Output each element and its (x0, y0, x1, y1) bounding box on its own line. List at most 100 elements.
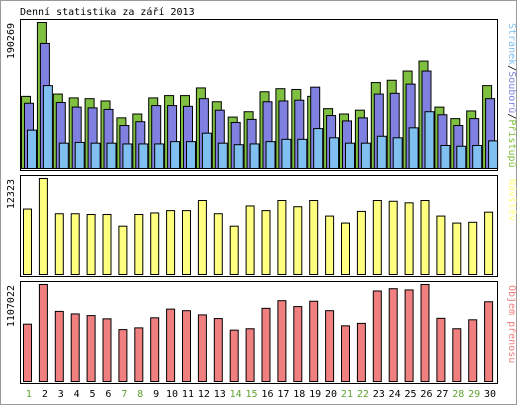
legend-separator: / (506, 65, 517, 71)
legend-entry: Souborů (506, 71, 517, 113)
bar-top-2-day-1 (27, 129, 37, 170)
bar-top-2-day-21 (345, 142, 355, 170)
x-tick-label-day-8: 8 (137, 389, 143, 400)
bar-top-2-day-18 (297, 138, 308, 169)
bar-bottom-0-day-28 (452, 328, 462, 383)
bar-top-2-day-15 (249, 143, 260, 170)
bar-top-2-day-29 (472, 144, 483, 170)
bar-top-2-day-8 (138, 143, 149, 170)
bar-top-2-day-16 (265, 141, 276, 169)
x-tick-label-day-14: 14 (230, 389, 242, 400)
x-tick-label-day-17: 17 (277, 389, 289, 400)
legend-entry: Stránek (506, 23, 517, 65)
bar-middle-0-day-6 (102, 214, 112, 275)
bar-middle-0-day-8 (134, 214, 144, 275)
bar-bottom-0-day-21 (341, 325, 350, 383)
bar-middle-0-day-3 (54, 213, 64, 276)
legend-entry: Návštěv (506, 179, 517, 221)
bar-middle-0-day-12 (197, 199, 207, 275)
x-tick-label-day-27: 27 (436, 389, 448, 400)
x-tick-label-day-24: 24 (389, 389, 401, 400)
bar-bottom-0-day-26 (420, 284, 430, 382)
bar-middle-0-day-28 (452, 222, 462, 276)
bar-bottom-0-day-6 (102, 318, 112, 383)
bar-middle-0-day-16 (261, 210, 271, 275)
bar-middle-0-day-30 (484, 211, 494, 276)
bar-bottom-0-day-10 (166, 308, 176, 382)
bar-middle-0-day-29 (468, 221, 478, 275)
chart-title: Denní statistika za září 2013 (20, 6, 195, 18)
x-tick-label-day-1: 1 (26, 389, 32, 400)
bar-bottom-0-day-24 (388, 288, 398, 382)
bar-top-2-day-26 (424, 111, 435, 169)
bar-bottom-0-day-1 (23, 323, 32, 383)
bar-top-2-day-14 (233, 144, 244, 170)
bar-middle-0-day-20 (325, 215, 335, 275)
x-tick-label-day-12: 12 (198, 389, 210, 400)
bar-top-2-day-6 (106, 142, 117, 170)
bar-bottom-0-day-17 (277, 300, 287, 383)
x-tick-label-day-30: 30 (484, 389, 496, 400)
x-tick-label-day-19: 19 (309, 389, 321, 400)
x-tick-label-day-5: 5 (90, 389, 96, 400)
bar-bottom-0-day-16 (261, 307, 271, 382)
bar-top-2-day-12 (201, 132, 212, 169)
bar-middle-0-day-14 (229, 225, 239, 275)
x-tick-label-day-29: 29 (468, 389, 480, 400)
bar-bottom-0-day-5 (86, 315, 96, 383)
bar-bottom-0-day-27 (436, 317, 446, 382)
bar-top-2-day-23 (376, 135, 387, 169)
panel-ymax-label-top: 190269 (6, 23, 17, 59)
panel-legend-bottom: Objem přenosu (506, 285, 517, 363)
x-tick-label-day-9: 9 (153, 389, 159, 400)
bar-bottom-0-day-25 (404, 289, 414, 382)
bar-top-2-day-7 (122, 143, 133, 170)
bar-middle-0-day-17 (277, 199, 287, 275)
bar-middle-0-day-2 (38, 178, 48, 275)
bar-bottom-0-day-4 (70, 313, 80, 383)
bar-top-2-day-30 (488, 140, 499, 169)
bar-middle-0-day-7 (118, 225, 128, 275)
bar-top-2-day-19 (313, 128, 324, 170)
x-tick-label-day-11: 11 (182, 389, 194, 400)
panel-ymax-label-bottom: 1107022 (6, 285, 17, 327)
bar-bottom-0-day-15 (245, 328, 255, 383)
bar-middle-0-day-4 (70, 213, 80, 276)
x-tick-label-day-20: 20 (325, 389, 337, 400)
bar-bottom-0-day-30 (484, 301, 494, 382)
x-tick-label-day-25: 25 (405, 389, 417, 400)
x-tick-label-day-7: 7 (121, 389, 127, 400)
bar-middle-0-day-27 (436, 215, 446, 275)
bar-middle-0-day-5 (86, 214, 96, 275)
bar-middle-0-day-10 (166, 210, 176, 275)
x-tick-label-day-4: 4 (74, 389, 80, 400)
bar-middle-0-day-18 (293, 206, 303, 275)
panel-frame-bottom (20, 281, 498, 384)
bar-bottom-0-day-11 (182, 310, 191, 383)
bar-top-2-day-20 (329, 137, 340, 169)
panel-ymax-label-middle: 12323 (6, 179, 17, 209)
x-tick-label-day-3: 3 (58, 389, 64, 400)
bar-bottom-0-day-14 (229, 329, 239, 382)
bar-top-2-day-10 (170, 141, 181, 169)
bar-top-2-day-3 (58, 142, 69, 170)
bar-middle-0-day-19 (309, 199, 319, 275)
bar-middle-0-day-11 (182, 210, 191, 275)
bar-bottom-0-day-13 (213, 318, 223, 382)
bar-top-2-day-27 (440, 144, 451, 170)
x-tick-label-day-6: 6 (105, 389, 111, 400)
bar-middle-0-day-26 (420, 199, 430, 275)
bar-middle-0-day-13 (213, 213, 223, 276)
bar-middle-0-day-9 (150, 212, 160, 275)
panel-frame-top (20, 19, 498, 171)
bar-bottom-0-day-9 (150, 317, 160, 382)
bar-top-2-day-11 (186, 141, 196, 169)
bar-top-2-day-24 (392, 137, 403, 169)
x-tick-label-day-26: 26 (420, 389, 432, 400)
bar-bottom-0-day-29 (468, 319, 478, 382)
bar-middle-0-day-23 (372, 199, 382, 275)
bar-middle-0-day-21 (341, 222, 350, 276)
panel-legend-middle: Návštěv (506, 179, 517, 221)
